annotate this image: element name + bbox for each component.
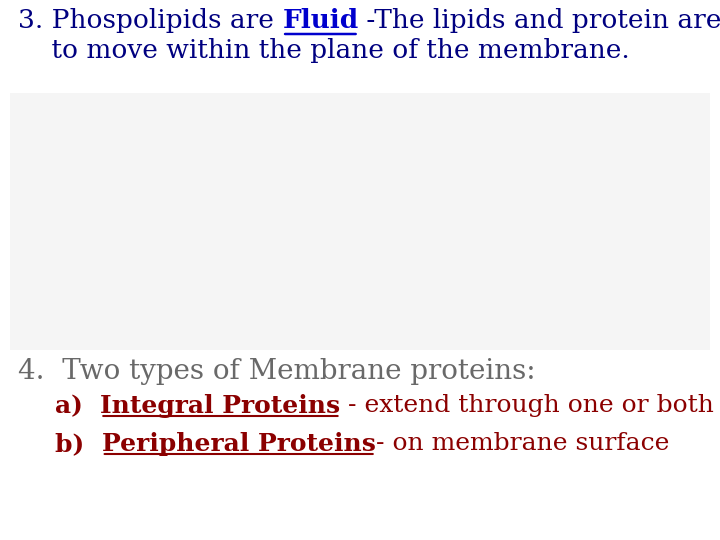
Text: Peripheral Proteins: Peripheral Proteins xyxy=(102,432,376,456)
Text: -The lipids and protein are free: -The lipids and protein are free xyxy=(359,8,720,33)
Text: b): b) xyxy=(55,432,102,456)
Text: - extend through one or both lipid layers.: - extend through one or both lipid layer… xyxy=(341,394,720,417)
Text: 3. Phospolipids are: 3. Phospolipids are xyxy=(18,8,282,33)
Text: a): a) xyxy=(55,394,100,418)
Text: 4.  Two types of Membrane proteins:: 4. Two types of Membrane proteins: xyxy=(18,358,536,385)
Text: to move within the plane of the membrane.: to move within the plane of the membrane… xyxy=(18,38,630,63)
Text: Fluid: Fluid xyxy=(282,8,359,33)
Text: Integral Proteins: Integral Proteins xyxy=(100,394,341,418)
Text: - on membrane surface: - on membrane surface xyxy=(376,432,669,455)
Bar xyxy=(10,93,710,350)
